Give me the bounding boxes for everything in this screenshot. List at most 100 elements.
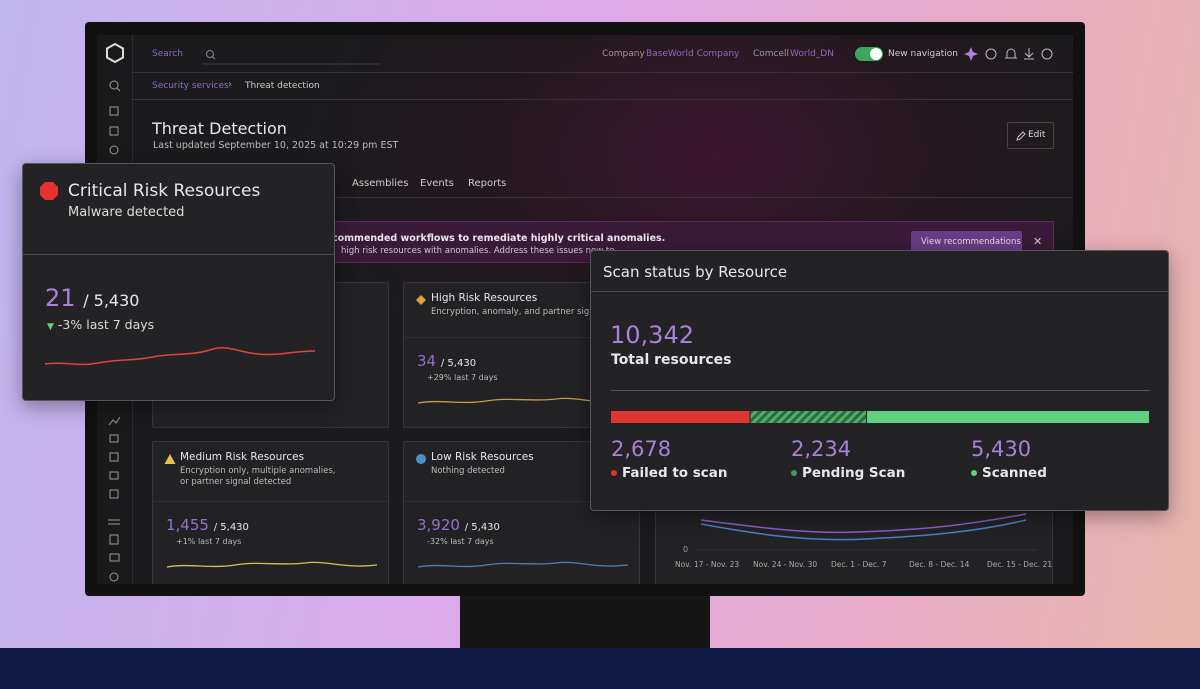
tab[interactable]: Events <box>420 178 454 189</box>
tab[interactable]: Assemblies <box>352 178 409 189</box>
search-box[interactable] <box>202 47 382 65</box>
sparkline <box>417 397 629 404</box>
critical-total: / 5,430 <box>83 291 140 310</box>
recommendations-button[interactable]: View recommendations <box>911 231 1022 254</box>
sparkline <box>166 561 378 568</box>
env-select[interactable]: World_DN <box>790 49 834 59</box>
card-description: Encryption only, multiple anomalies, <box>180 466 336 476</box>
scan-segment <box>867 411 1149 423</box>
scan-segment <box>750 411 867 423</box>
x-tick-label: Nov. 17 - Nov. 23 <box>675 560 740 569</box>
critical-value: 21 <box>45 284 76 312</box>
card-icon <box>416 295 426 305</box>
critical-subtitle: Malware detected <box>68 205 185 220</box>
card-change: +29% last 7 days <box>427 373 498 382</box>
env-label: Comcell <box>753 49 790 59</box>
edit-button[interactable]: Edit <box>1007 122 1054 149</box>
trend-lines <box>696 513 1036 551</box>
edit-label: Edit <box>1028 130 1046 140</box>
edit-icon <box>1016 131 1026 141</box>
scan-segment <box>611 411 750 423</box>
tab[interactable]: Reports <box>468 178 507 189</box>
sparkline <box>417 561 629 568</box>
scan-label: Pending Scan <box>802 465 906 481</box>
scan-label-row: Pending Scan <box>791 465 905 481</box>
monitor-stand <box>460 590 710 648</box>
card-total: / 5,430 <box>440 358 477 369</box>
risk-card: Medium Risk Resources Encryption only, mu… <box>152 441 389 584</box>
critical-sparkline <box>44 347 316 366</box>
risk-card: High Risk Resources Encryption, anomaly, … <box>403 282 640 428</box>
scan-label: Failed to scan <box>622 465 728 481</box>
divider <box>404 337 639 338</box>
card-title: Medium Risk Resources <box>180 451 305 463</box>
card-title: High Risk Resources <box>431 292 538 304</box>
card-value: 34 <box>417 352 437 370</box>
card-total: / 5,430 <box>464 522 500 533</box>
scan-value: 2,234 <box>791 437 852 461</box>
card-total: / 5,430 <box>213 522 249 533</box>
scan-value: 5,430 <box>971 437 1032 461</box>
card-description: Nothing detected <box>431 466 505 476</box>
card-sparkline <box>166 561 378 568</box>
company-select[interactable]: BaseWorld Company <box>646 49 740 59</box>
x-tick-label: Dec. 1 - Dec. 7 <box>831 560 887 569</box>
card-value: 3,920 <box>417 516 460 534</box>
legend-dot <box>791 470 797 476</box>
scan-label-row: Scanned <box>971 465 1047 481</box>
toggle-label: New navigation <box>888 49 959 59</box>
sidebar-icons <box>106 42 124 582</box>
breadcrumb-link[interactable]: Security services <box>152 81 229 91</box>
card-description: Encryption, anomaly, and partner signal … <box>431 307 611 317</box>
tabs-divider <box>133 197 1073 198</box>
breadcrumb-divider <box>133 99 1073 100</box>
critical-change-row: ▼ -3% last 7 days <box>47 317 154 332</box>
banner-title: commended workflows to remediate highly … <box>332 233 666 244</box>
toolbar-icons <box>964 47 1053 61</box>
breadcrumb-separator: › <box>228 79 232 90</box>
footer-band <box>0 648 1200 689</box>
scan-card: Scan status by Resource 10,342 Total res… <box>590 250 1169 511</box>
critical-value-row: 21 / 5,430 <box>45 284 139 312</box>
card-sparkline <box>417 397 629 404</box>
legend-dot <box>611 470 617 476</box>
x-tick-label: Nov. 24 - Nov. 30 <box>753 560 818 569</box>
toggle[interactable] <box>855 47 883 61</box>
card-icon <box>416 454 426 464</box>
card-value-row: 3,920 / 5,430 <box>417 516 500 534</box>
y-tick-label: 0 <box>683 545 689 554</box>
toggle-knob <box>870 48 882 60</box>
breadcrumb-current: Threat detection <box>245 81 320 91</box>
card-description: or partner signal detected <box>180 477 292 487</box>
card-value: 1,455 <box>166 516 209 534</box>
divider <box>23 254 334 255</box>
banner-text: high risk resources with anomalies. Addr… <box>341 246 615 256</box>
scan-value: 2,678 <box>611 437 672 461</box>
scan-label: Scanned <box>982 465 1047 481</box>
card-title: Low Risk Resources <box>431 451 534 463</box>
legend-dot <box>971 470 977 476</box>
scan-bar <box>611 411 1149 423</box>
banner-close[interactable]: ✕ <box>1033 235 1043 248</box>
critical-icon <box>40 182 58 200</box>
critical-title: Critical Risk Resources <box>68 181 261 201</box>
card-change: +1% last 7 days <box>176 537 242 546</box>
critical-change: -3% last 7 days <box>57 317 155 332</box>
last-updated: Last updated September 10, 2025 at 10:29… <box>153 140 399 151</box>
card-value-row: 1,455 / 5,430 <box>166 516 249 534</box>
recommendations-label: View recommendations <box>921 237 1021 247</box>
search-label[interactable]: Search <box>152 49 183 59</box>
divider <box>591 291 1168 292</box>
divider <box>404 501 639 502</box>
card-change: -32% last 7 days <box>427 537 494 546</box>
scan-title: Scan status by Resource <box>603 263 788 281</box>
divider <box>611 390 1150 391</box>
critical-card: Critical Risk Resources Malware detected… <box>22 163 335 401</box>
scan-total: 10,342 <box>610 321 694 349</box>
down-arrow: ▼ <box>47 322 54 332</box>
x-tick-label: Dec. 15 - Dec. 21 <box>987 560 1053 569</box>
topbar-divider <box>133 72 1073 73</box>
page-title: Threat Detection <box>152 119 287 138</box>
divider <box>153 501 388 502</box>
